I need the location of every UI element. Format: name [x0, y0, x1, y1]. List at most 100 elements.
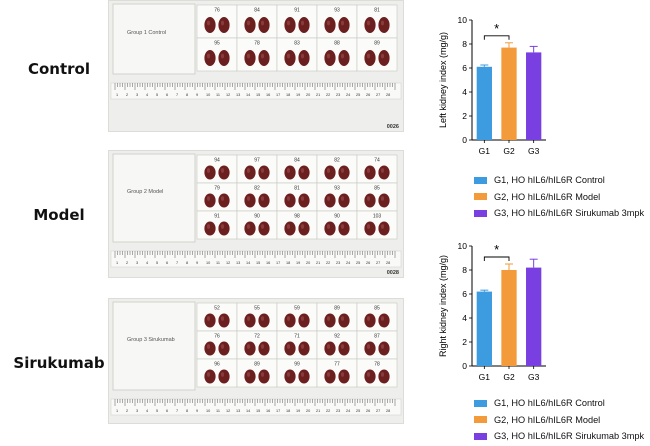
- kidney-right: [298, 165, 310, 180]
- group-card: [112, 3, 196, 75]
- kidney-left: [364, 341, 376, 356]
- kidney-highlight: [300, 168, 305, 173]
- ruler-number: 28: [386, 261, 390, 265]
- animal-id: 59: [294, 306, 300, 312]
- ruler-number: 16: [266, 409, 270, 413]
- kidney-left: [364, 193, 376, 208]
- ruler-number: 17: [276, 93, 280, 97]
- kidney-right: [218, 313, 230, 328]
- kidney-highlight: [380, 53, 385, 59]
- photo-corner-text: 0026: [387, 124, 399, 130]
- ruler-number: 6: [166, 409, 168, 413]
- grid-cell: [196, 302, 238, 332]
- kidney-highlight: [366, 344, 371, 349]
- kidney-left: [324, 341, 336, 356]
- significance-bracket: [483, 256, 510, 261]
- kidney-highlight: [366, 372, 371, 377]
- kidney-highlight: [286, 168, 291, 173]
- kidney-highlight: [220, 196, 225, 201]
- ruler-number: 7: [176, 409, 178, 413]
- kidney-right: [258, 165, 270, 180]
- kidney-highlight: [340, 224, 345, 229]
- kidney-highlight: [220, 20, 225, 26]
- ruler-number: 20: [306, 93, 310, 97]
- kidney-highlight: [340, 316, 345, 321]
- ruler-number: 25: [356, 261, 360, 265]
- legend-swatch: [474, 209, 487, 217]
- grid-cell: [236, 302, 278, 332]
- kidney-highlight: [220, 53, 225, 59]
- group-card-title: Group 1 Control: [127, 30, 166, 36]
- legend-item: G3, HO hIL6/hIL6R Sirukumab 3mpk: [474, 428, 644, 445]
- grid-cell: [316, 37, 358, 72]
- ruler-number: 2: [126, 93, 128, 97]
- kidney-highlight: [326, 168, 331, 173]
- animal-id: 89: [374, 41, 380, 47]
- ruler-number: 12: [226, 93, 230, 97]
- grid-cell: [196, 182, 238, 212]
- ruler-number: 26: [366, 93, 370, 97]
- kidney-right: [378, 341, 390, 356]
- x-tick-label: G2: [503, 146, 515, 156]
- ruler-number: 5: [156, 93, 158, 97]
- kidney-right: [378, 369, 390, 384]
- kidney-highlight: [326, 224, 331, 229]
- kidney-highlight: [206, 344, 211, 349]
- kidney-left: [284, 341, 296, 356]
- animal-id: 76: [214, 8, 220, 14]
- ruler-number: 17: [276, 261, 280, 265]
- kidney-right: [338, 341, 350, 356]
- ruler-number: 1: [116, 409, 118, 413]
- ruler: [110, 82, 402, 100]
- grid-cell: [196, 4, 238, 39]
- kidney-highlight: [366, 196, 371, 201]
- grid-cell: [236, 210, 278, 240]
- kidney-right: [218, 17, 230, 33]
- legend-swatch: [474, 399, 487, 407]
- kidney-right: [258, 313, 270, 328]
- grid-cell: [276, 37, 318, 72]
- kidney-left: [244, 341, 256, 356]
- kidney-left: [324, 221, 336, 236]
- ruler-number: 4: [146, 93, 148, 97]
- ruler-number: 7: [176, 261, 178, 265]
- animal-id: 89: [334, 306, 340, 312]
- kidney-highlight: [340, 53, 345, 59]
- ruler-number: 8: [186, 93, 188, 97]
- kidney-left: [204, 193, 216, 208]
- kidney-right: [298, 221, 310, 236]
- kidney-highlight: [246, 372, 251, 377]
- bar-g3: [526, 267, 542, 366]
- kidney-right: [258, 341, 270, 356]
- kidney-left: [244, 50, 256, 66]
- legend-left: G1, HO hIL6/hIL6R Control G2, HO hIL6/hI…: [474, 172, 644, 222]
- ruler-number: 21: [316, 261, 320, 265]
- ruler-number: 6: [166, 93, 168, 97]
- animal-id: 81: [294, 186, 300, 192]
- ruler-number: 15: [256, 409, 260, 413]
- kidney-highlight: [366, 224, 371, 229]
- kidney-left: [324, 193, 336, 208]
- kidney-highlight: [380, 168, 385, 173]
- kidney-left: [284, 17, 296, 33]
- ruler-number: 16: [266, 93, 270, 97]
- bar-g3: [526, 52, 542, 140]
- ruler: [110, 250, 402, 268]
- group-card-title: Group 2 Model: [127, 189, 163, 195]
- grid-cell: [276, 154, 318, 184]
- kidney-right: [298, 193, 310, 208]
- kidney-right: [338, 313, 350, 328]
- kidney-right: [298, 369, 310, 384]
- grid-cell: [196, 154, 238, 184]
- ruler-number: 3: [136, 261, 138, 265]
- legend-swatch: [474, 416, 487, 424]
- ruler-number: 20: [306, 261, 310, 265]
- animal-id: 74: [374, 158, 380, 164]
- ruler-number: 11: [216, 93, 220, 97]
- kidney-highlight: [246, 344, 251, 349]
- ruler-number: 13: [236, 261, 240, 265]
- grid-cell: [236, 154, 278, 184]
- grid-cell: [196, 37, 238, 72]
- kidney-left: [324, 165, 336, 180]
